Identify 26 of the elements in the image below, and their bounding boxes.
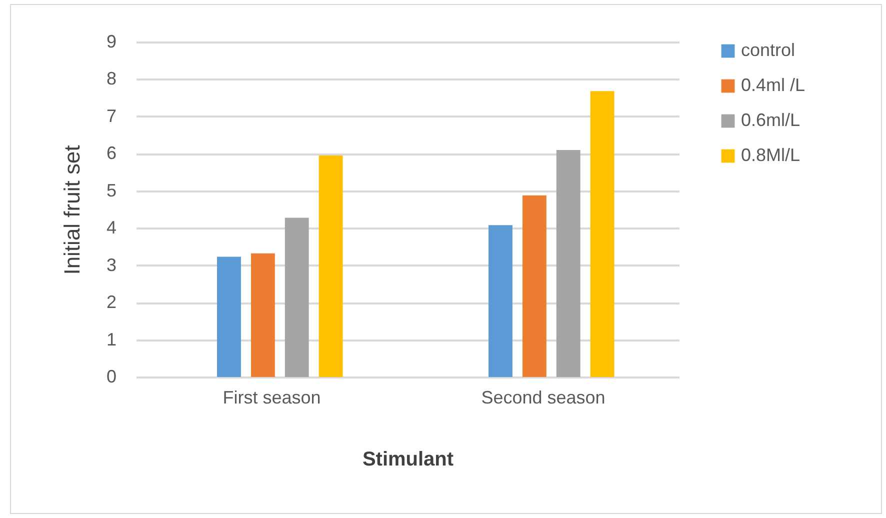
x-tick-label: Second season bbox=[481, 388, 606, 408]
bar bbox=[217, 256, 241, 377]
legend-label: 0.4ml /L bbox=[741, 75, 806, 95]
y-axis-title: Initial fruit set bbox=[59, 145, 84, 275]
y-tick-label: 3 bbox=[106, 254, 116, 275]
bar bbox=[488, 225, 512, 377]
y-tick-label: 0 bbox=[106, 366, 116, 386]
y-tick-label: 9 bbox=[106, 32, 116, 52]
bar bbox=[250, 253, 275, 377]
bar bbox=[284, 218, 309, 377]
y-tick-label: 5 bbox=[106, 180, 116, 200]
bar bbox=[318, 156, 343, 377]
bar bbox=[522, 195, 546, 377]
y-tick-label: 6 bbox=[106, 143, 116, 164]
bar bbox=[590, 91, 614, 377]
y-tick-label: 2 bbox=[106, 292, 116, 312]
x-tick-label: First season bbox=[222, 388, 321, 408]
y-tick-label: 7 bbox=[106, 106, 116, 126]
bar bbox=[556, 150, 580, 377]
y-tick-label: 1 bbox=[106, 329, 116, 350]
legend-label: control bbox=[741, 40, 796, 60]
y-tick-label: 4 bbox=[106, 218, 116, 238]
x-axis-title: Stimulant bbox=[362, 448, 454, 470]
legend-label: 0.8Ml/L bbox=[741, 145, 800, 165]
legend-label: 0.6ml/L bbox=[741, 110, 800, 130]
y-tick-label: 8 bbox=[106, 68, 116, 89]
